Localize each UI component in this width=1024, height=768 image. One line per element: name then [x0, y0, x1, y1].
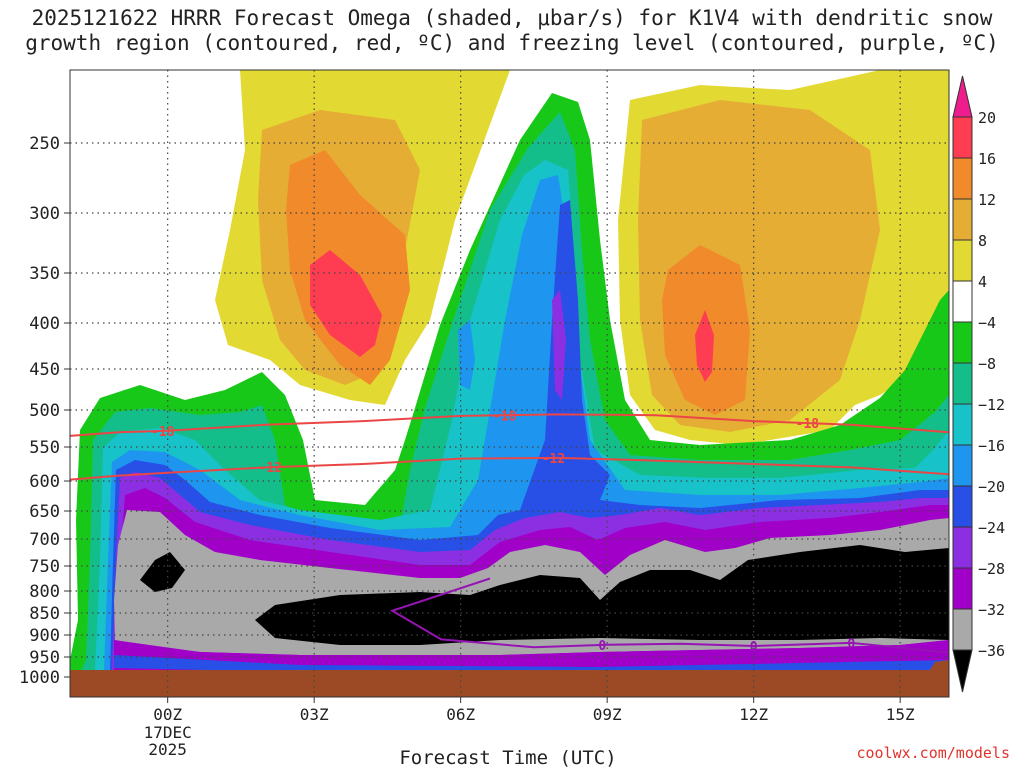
colorbar-swatch — [952, 239, 973, 282]
omega-shade-lower-band — [114, 640, 949, 665]
colorbar-swatch — [952, 403, 973, 446]
omega-shade-neg16-pocket — [458, 320, 475, 390]
colorbar-label: −16 — [978, 437, 1005, 455]
ground-terrain-edge — [930, 660, 949, 670]
colorbar-swatch — [952, 362, 973, 405]
plot-frame — [69, 69, 950, 698]
colorbar-top-arrow — [952, 75, 973, 118]
colorbar-swatch — [952, 198, 973, 241]
contour-label-freezing-level-0: 0 — [750, 640, 758, 655]
y-tick-label: 650 — [29, 502, 60, 522]
colorbar-swatch — [952, 444, 973, 487]
ground-terrain — [70, 670, 949, 697]
y-tick-label: 800 — [29, 582, 60, 602]
colorbar-swatch — [952, 567, 973, 610]
x-tick-year: 2025 — [148, 740, 187, 759]
colorbar-swatch — [952, 321, 973, 364]
contour-lines: -18 -18 -18 -12 -12 0 0 0 — [70, 409, 949, 655]
colorbar-swatch — [952, 280, 973, 323]
colorbar-swatch — [952, 116, 973, 159]
colorbar: 20 16 12 8 4 −4 −8 −12 −16 −20 −24 −28 −32 −36 — [952, 75, 1005, 693]
x-tick-date: 17DEC — [144, 723, 192, 742]
colorbar-label: −32 — [978, 601, 1005, 619]
colorbar-label: −24 — [978, 519, 1005, 537]
title-line-2: growth region (contoured, red, ºC) and f… — [25, 31, 999, 55]
y-tick-label: 750 — [29, 557, 60, 577]
omega-shade-neg24-pocket — [552, 290, 566, 400]
omega-shade-neg36-early — [140, 552, 185, 592]
colorbar-label: 8 — [978, 232, 987, 250]
colorbar-label: −36 — [978, 642, 1005, 660]
y-tick-label: 550 — [29, 438, 60, 458]
colorbar-bottom-arrow — [952, 649, 973, 693]
y-tick-label: 250 — [29, 134, 60, 154]
y-tick-label: 300 — [29, 204, 60, 224]
colorbar-label: −28 — [978, 560, 1005, 578]
contour-dgz-12 — [70, 456, 949, 481]
x-tick-label: 00Z — [153, 705, 182, 724]
colorbar-swatch — [952, 485, 973, 528]
contour-label-dgz-18: -18 — [796, 417, 820, 432]
title-line-1: 2025121622 HRRR Forecast Omega (shaded, … — [31, 6, 993, 30]
y-tick-label: 400 — [29, 314, 60, 334]
colorbar-label: 4 — [978, 273, 987, 291]
contour-freezing-level-0 — [389, 577, 949, 654]
y-tick-label: 450 — [29, 360, 60, 380]
omega-shade-neg36-core — [255, 545, 949, 645]
colorbar-label: 16 — [978, 150, 996, 168]
credit-text: coolwx.com/models — [856, 744, 1010, 762]
colorbar-label: 12 — [978, 191, 996, 209]
colorbar-swatch — [952, 526, 973, 569]
x-tick-label: 03Z — [300, 705, 329, 724]
colorbar-label: −12 — [978, 396, 1005, 414]
contour-label-dgz-12: -12 — [258, 461, 281, 476]
contour-dgz-18 — [70, 413, 949, 437]
omega-shade-lower-blue — [114, 655, 949, 672]
contour-label-dgz-12: -12 — [542, 452, 565, 467]
y-tick-label: 950 — [29, 648, 60, 668]
x-tick-label: 15Z — [886, 705, 915, 724]
y-tick-label: 900 — [29, 626, 60, 646]
colorbar-label: −4 — [978, 314, 996, 332]
contour-label-dgz-18: -18 — [493, 409, 517, 424]
colorbar-label: −20 — [978, 478, 1005, 496]
x-axis-label: Forecast Time (UTC) — [399, 747, 616, 768]
colorbar-swatch — [952, 608, 973, 651]
y-tick-label: 350 — [29, 264, 60, 284]
y-tick-label: 850 — [29, 604, 60, 624]
x-tick-label: 09Z — [593, 705, 622, 724]
y-axis: 2503003504004505005506006507007508008509… — [19, 134, 70, 688]
contour-label-freezing-level-0: 0 — [598, 639, 606, 654]
chart-title: 2025121622 HRRR Forecast Omega (shaded, … — [0, 6, 1024, 56]
gridlines — [70, 70, 949, 697]
y-tick-label: 500 — [29, 401, 60, 421]
contour-label-freezing-level-0: 0 — [847, 637, 855, 652]
plot-area: -18 -18 -18 -12 -12 0 0 0 — [69, 69, 950, 698]
y-tick-label: 700 — [29, 530, 60, 550]
omega-shade-pos16-right — [695, 310, 714, 382]
x-tick-label: 12Z — [739, 705, 768, 724]
colorbar-swatch — [952, 157, 973, 200]
colorbar-label: 20 — [978, 109, 996, 127]
y-tick-label: 1000 — [19, 668, 60, 688]
y-tick-label: 600 — [29, 472, 60, 492]
colorbar-label: −8 — [978, 355, 996, 373]
x-tick-label: 06Z — [446, 705, 475, 724]
omega-shade-pos16-left — [310, 250, 382, 357]
contour-label-dgz-18: -18 — [151, 425, 175, 440]
